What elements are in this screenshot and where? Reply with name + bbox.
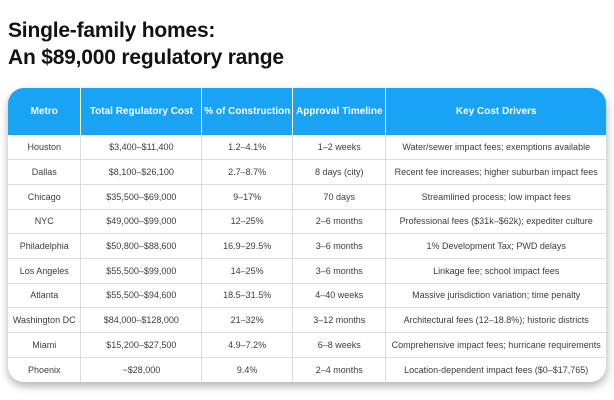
pct-cell: 9.4% [201,356,293,382]
pct-cell: 9–17% [201,183,293,210]
timeline-cell: 1–2 weeks [292,135,386,160]
column-header-total-regulatory-cost: Total Regulatory Cost [80,88,202,135]
table-body: Houston $3,400–$11,400 1.2–4.1% 1–2 week… [8,135,606,382]
regulatory-cost-table-card: Metro Total Regulatory Cost % of Constru… [8,88,606,382]
page-title: Single-family homes: An $89,000 regulato… [8,17,284,71]
table-row-houston: Houston $3,400–$11,400 1.2–4.1% 1–2 week… [8,135,606,160]
table-row-dallas: Dallas $8,100–$26,100 2.7–8.7% 8 days (c… [8,159,606,185]
timeline-cell: 70 days [292,183,386,210]
metro-cell: Philadelphia [8,233,81,259]
drivers-cell: Linkage fee; school impact fees [385,257,606,284]
cost-cell: $55,500–$99,000 [80,257,202,284]
table-row-nyc: NYC $49,000–$99,000 12–25% 2–6 months Pr… [8,208,606,234]
metro-cell: Washington DC [8,307,81,333]
table-row-los-angeles: Los Angeles $55,500–$99,000 14–25% 3–6 m… [8,257,606,284]
cost-cell: $35,500–$69,000 [80,183,202,210]
table-row-chicago: Chicago $35,500–$69,000 9–17% 70 days St… [8,183,606,210]
timeline-cell: 3–6 months [292,257,386,284]
timeline-cell: 2–6 months [292,208,386,234]
pct-cell: 4.9–7.2% [201,332,293,358]
column-header-pct-of-construction: % of Construction [201,88,293,135]
pct-cell: 18.5–31.5% [201,282,293,308]
cost-cell: $55,500–$94,600 [80,282,202,308]
table-row-washington-dc: Washington DC $84,000–$128,000 21–32% 3–… [8,307,606,333]
regulatory-cost-table: Metro Total Regulatory Cost % of Constru… [8,88,606,382]
page-title-line2: An $89,000 regulatory range [8,46,284,69]
drivers-cell: Architectural fees (12–18.8%); historic … [385,307,606,333]
pct-cell: 21–32% [201,307,293,333]
cost-cell: $8,100–$26,100 [80,159,202,185]
column-header-metro: Metro [8,88,81,135]
timeline-cell: 6–8 weeks [292,332,386,358]
cost-cell: $49,000–$99,000 [80,208,202,234]
pct-cell: 2.7–8.7% [201,159,293,185]
drivers-cell: Comprehensive impact fees; hurricane req… [385,332,606,358]
header-row: Metro Total Regulatory Cost % of Constru… [8,88,606,135]
cost-cell: $50,800–$88,600 [80,233,202,259]
table-row-phoenix: Phoenix ~$28,000 9.4% 2–4 months Locatio… [8,356,606,382]
metro-cell: Miami [8,332,81,358]
metro-cell: Phoenix [8,356,81,382]
column-header-key-cost-drivers: Key Cost Drivers [385,88,606,135]
drivers-cell: 1% Development Tax; PWD delays [385,233,606,259]
cost-cell: $15,200–$27,500 [80,332,202,358]
cost-cell: $84,000–$128,000 [80,307,202,333]
timeline-cell: 4–40 weeks [292,282,386,308]
timeline-cell: 8 days (city) [292,159,386,185]
table-header: Metro Total Regulatory Cost % of Constru… [8,88,606,135]
timeline-cell: 3–12 months [292,307,386,333]
cost-cell: ~$28,000 [80,356,202,382]
metro-cell: Dallas [8,159,81,185]
drivers-cell: Location-dependent impact fees ($0–$17,7… [385,356,606,382]
pct-cell: 16.9–29.5% [201,233,293,259]
metro-cell: Chicago [8,183,81,210]
timeline-cell: 3–6 months [292,233,386,259]
drivers-cell: Water/sewer impact fees; exemptions avai… [385,135,606,160]
table-row-miami: Miami $15,200–$27,500 4.9–7.2% 6–8 weeks… [8,332,606,358]
page-title-line1: Single-family homes: [8,19,216,42]
drivers-cell: Streamlined process; low impact fees [385,183,606,210]
pct-cell: 1.2–4.1% [201,135,293,160]
cost-cell: $3,400–$11,400 [80,135,202,160]
table-row-philadelphia: Philadelphia $50,800–$88,600 16.9–29.5% … [8,233,606,259]
column-header-approval-timeline: Approval Timeline [292,88,386,135]
metro-cell: Houston [27,142,61,153]
drivers-cell: Recent fee increases; higher suburban im… [385,159,606,185]
drivers-cell: Professional fees ($31k–$62k); expediter… [385,208,606,234]
pct-cell: 12–25% [201,208,293,234]
metro-cell: Atlanta [8,282,81,308]
timeline-cell: 2–4 months [292,356,386,382]
drivers-cell: Massive jurisdiction variation; time pen… [385,282,606,308]
metro-cell: Los Angeles [8,257,81,284]
metro-cell: NYC [8,208,81,234]
pct-cell: 14–25% [201,257,293,284]
table-row-atlanta: Atlanta $55,500–$94,600 18.5–31.5% 4–40 … [8,282,606,308]
